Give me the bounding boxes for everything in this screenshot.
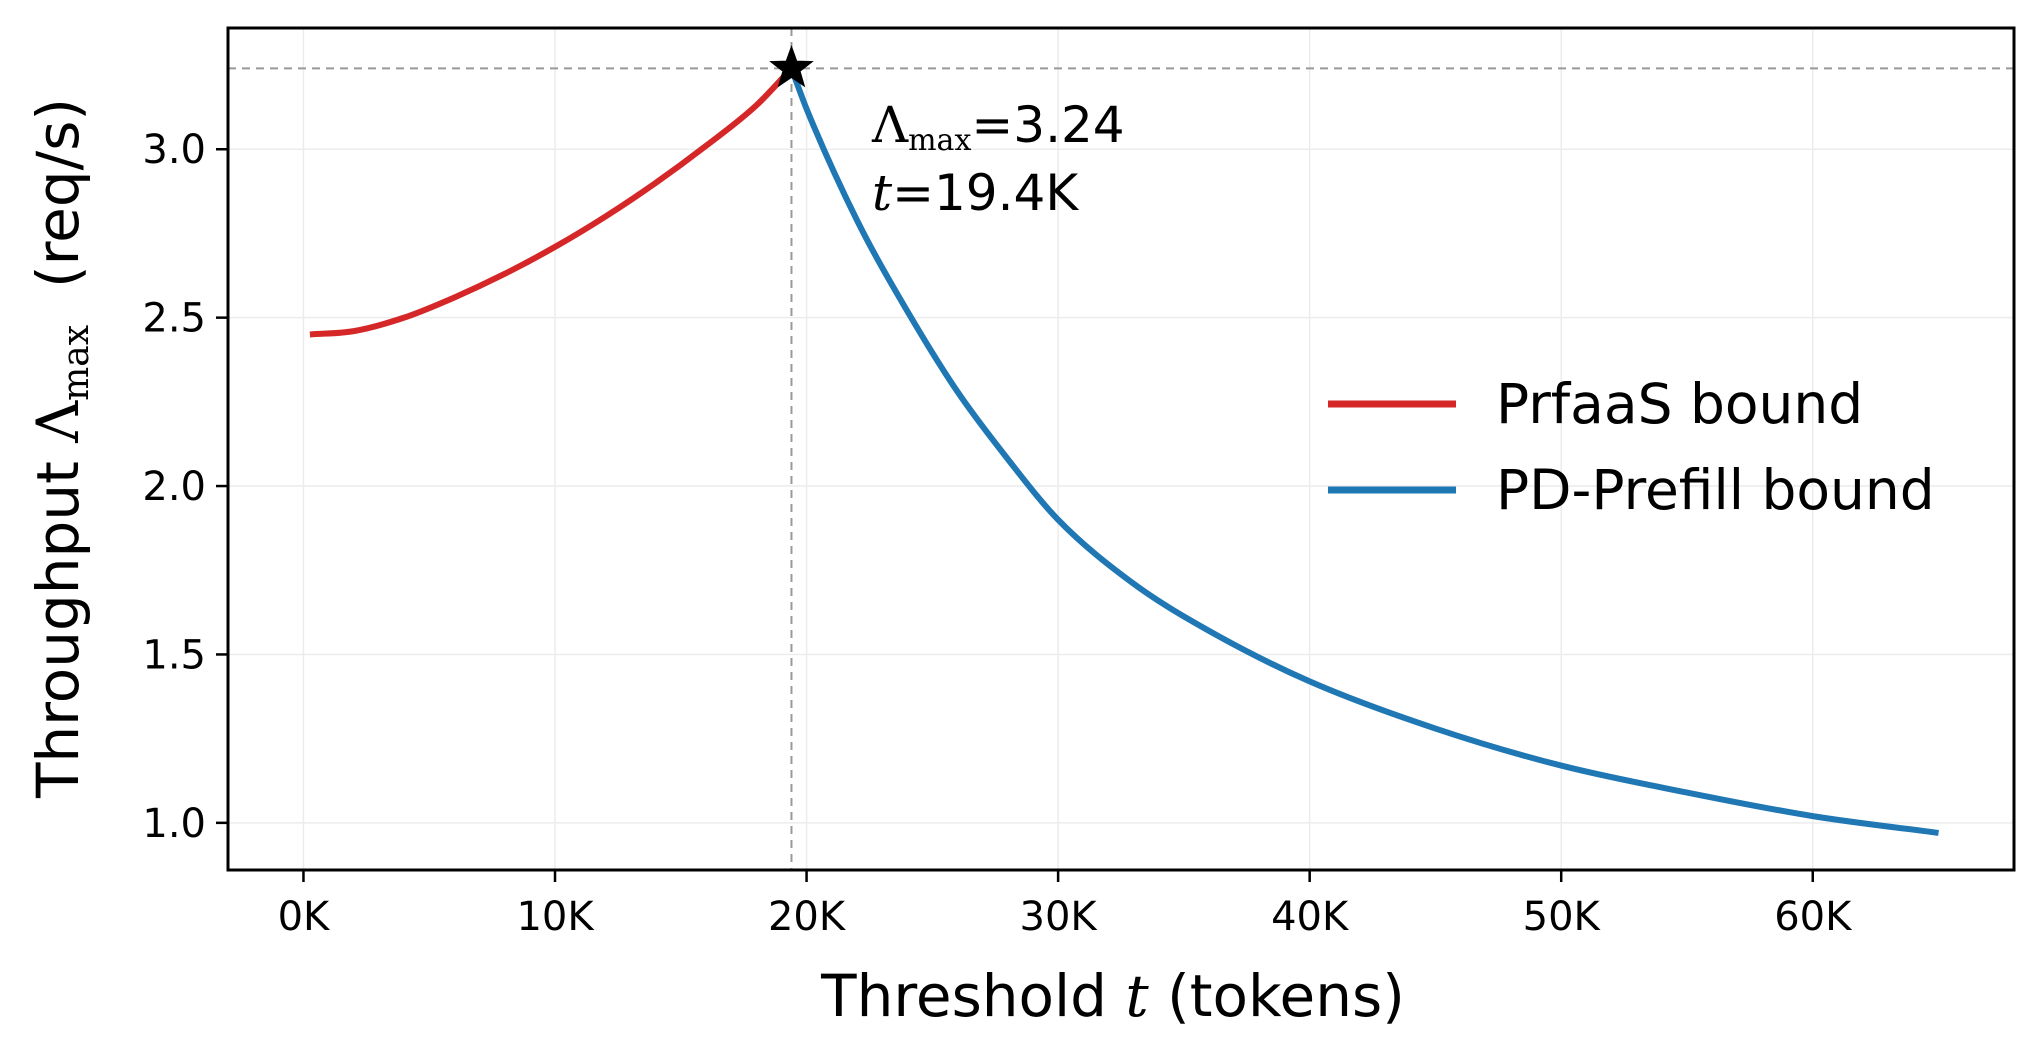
- y-tick-label: 2.0: [142, 464, 206, 510]
- y-tick-label: 1.0: [142, 801, 206, 847]
- optimum-star-marker: [769, 44, 814, 88]
- series-line-prfaas: [309, 66, 794, 338]
- x-tick-label: 10K: [516, 894, 595, 940]
- x-tick-label: 40K: [1271, 894, 1350, 940]
- y-tick-label: 2.5: [142, 296, 206, 342]
- plot-frame: [226, 26, 2016, 872]
- x-tick-label: 20K: [768, 894, 847, 940]
- legend-label-pd-prefill: PD-Prefill bound: [1496, 458, 1935, 522]
- legend-label-prfaas: PrfaaS bound: [1496, 372, 1863, 436]
- y-ticks: 1.0 1.5 2.0 2.5 3.0: [142, 127, 228, 847]
- x-axis-label: Threshold t (tokens): [820, 962, 1405, 1030]
- x-tick-label: 30K: [1020, 894, 1099, 940]
- optimum-reference-lines: [228, 28, 2014, 870]
- grid-lines: [228, 28, 2014, 870]
- x-tick-label: 50K: [1523, 894, 1602, 940]
- y-axis-label: Throughput Λmax (req/s): [24, 98, 97, 799]
- x-tick-label: 60K: [1774, 894, 1853, 940]
- optimum-annotation-line2: t=19.4K: [872, 164, 1079, 222]
- optimum-marker-layer: [769, 44, 814, 88]
- optimum-annotation-line1: Λmax=3.24: [871, 96, 1125, 158]
- series-lines: [309, 66, 1939, 836]
- y-tick-label: 1.5: [142, 632, 206, 678]
- x-tick-label: 0K: [278, 894, 331, 940]
- legend: PrfaaS bound PD-Prefill bound: [1328, 372, 1935, 522]
- y-tick-label: 3.0: [142, 127, 206, 173]
- x-ticks: 0K 10K 20K 30K 40K 50K 60K: [278, 870, 1853, 940]
- series-line-pd-prefill: [788, 67, 1939, 836]
